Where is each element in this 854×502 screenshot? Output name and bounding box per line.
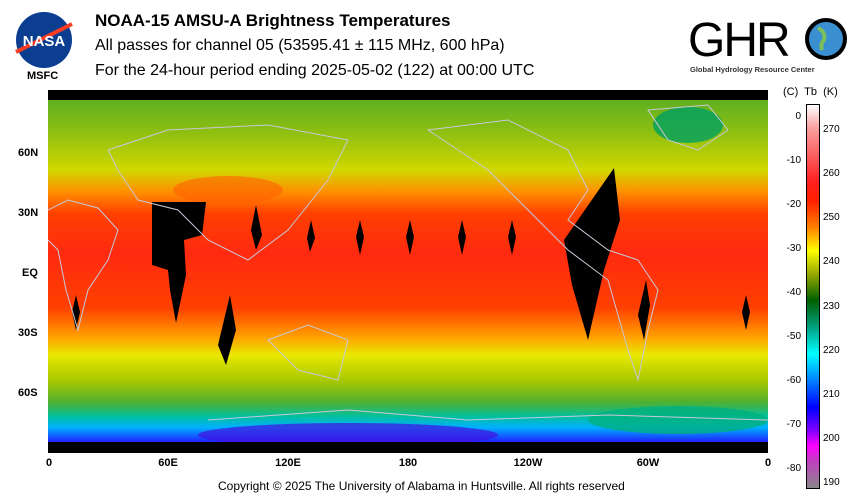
antarctic-cold-region [198,423,498,447]
asia-warm-region [173,176,283,204]
brightness-temperature-map[interactable] [48,90,768,453]
ghrc-logo: GHR Global Hydrology Resource Center [688,14,847,74]
colorbar-celsius-label: 0 [795,110,801,122]
antarctic-peninsula-region [588,406,768,434]
svg-text:NASA: NASA [23,33,66,50]
lon-label-120w: 120W [513,457,543,469]
svg-text:Global Hydrology Resource Cent: Global Hydrology Resource Center [690,65,815,74]
lat-label-30n: 30N [18,207,39,219]
lon-label-180: 180 [398,457,418,469]
msfc-label: MSFC [27,70,59,82]
copyright: Copyright © 2025 The University of Alaba… [218,479,625,493]
colorbar-kelvin-label: 250 [823,212,840,224]
lon-label-0-right: 0 [764,457,772,469]
lon-label-120e: 120E [275,457,301,469]
colorbar-kelvin-label: 210 [823,388,840,400]
greenland-region [653,107,723,143]
nasa-logo: NASA [15,12,73,68]
colorbar [806,104,820,489]
lon-label-60e: 60E [158,457,178,469]
colorbar-celsius-label: -30 [786,242,801,254]
lat-label-60n: 60N [18,147,39,159]
lat-label-60s: 60S [18,387,38,399]
lon-label-0: 0 [45,457,53,469]
period-subtitle: For the 24-hour period ending 2025-05-02… [95,62,535,79]
colorbar-kelvin-label: 200 [823,432,840,444]
colorbar-kelvin-label: 240 [823,256,840,268]
colorbar-kelvin-label: 220 [823,344,840,356]
colorbar-celsius-label: -80 [786,462,801,474]
lat-label-30s: 30S [18,327,38,339]
data-gaps [48,90,768,453]
colorbar-celsius-label: -50 [786,330,801,342]
colorbar-celsius-label: -10 [786,154,801,166]
colorbar-celsius-label: -20 [786,198,801,210]
colorbar-kelvin-label: 270 [823,124,840,136]
lat-label-eq: EQ [22,267,38,279]
colorbar-celsius-label: -60 [786,374,801,386]
channel-subtitle: All passes for channel 05 (53595.41 ± 11… [95,37,505,54]
colorbar-kelvin-label: 260 [823,168,840,180]
svg-text:GHR: GHR [688,14,789,67]
colorbar-celsius-label: -70 [786,418,801,430]
temperature-field [48,90,768,453]
colorbar-celsius-label: -40 [786,286,801,298]
colorbar-header: (C) Tb (K) [783,86,838,98]
colorbar-kelvin-label: 230 [823,300,840,312]
coastlines [48,104,768,421]
lon-label-60w: 60W [636,457,660,469]
colorbar-kelvin-label: 190 [823,476,840,488]
page-title: NOAA-15 AMSU-A Brightness Temperatures [95,11,451,30]
